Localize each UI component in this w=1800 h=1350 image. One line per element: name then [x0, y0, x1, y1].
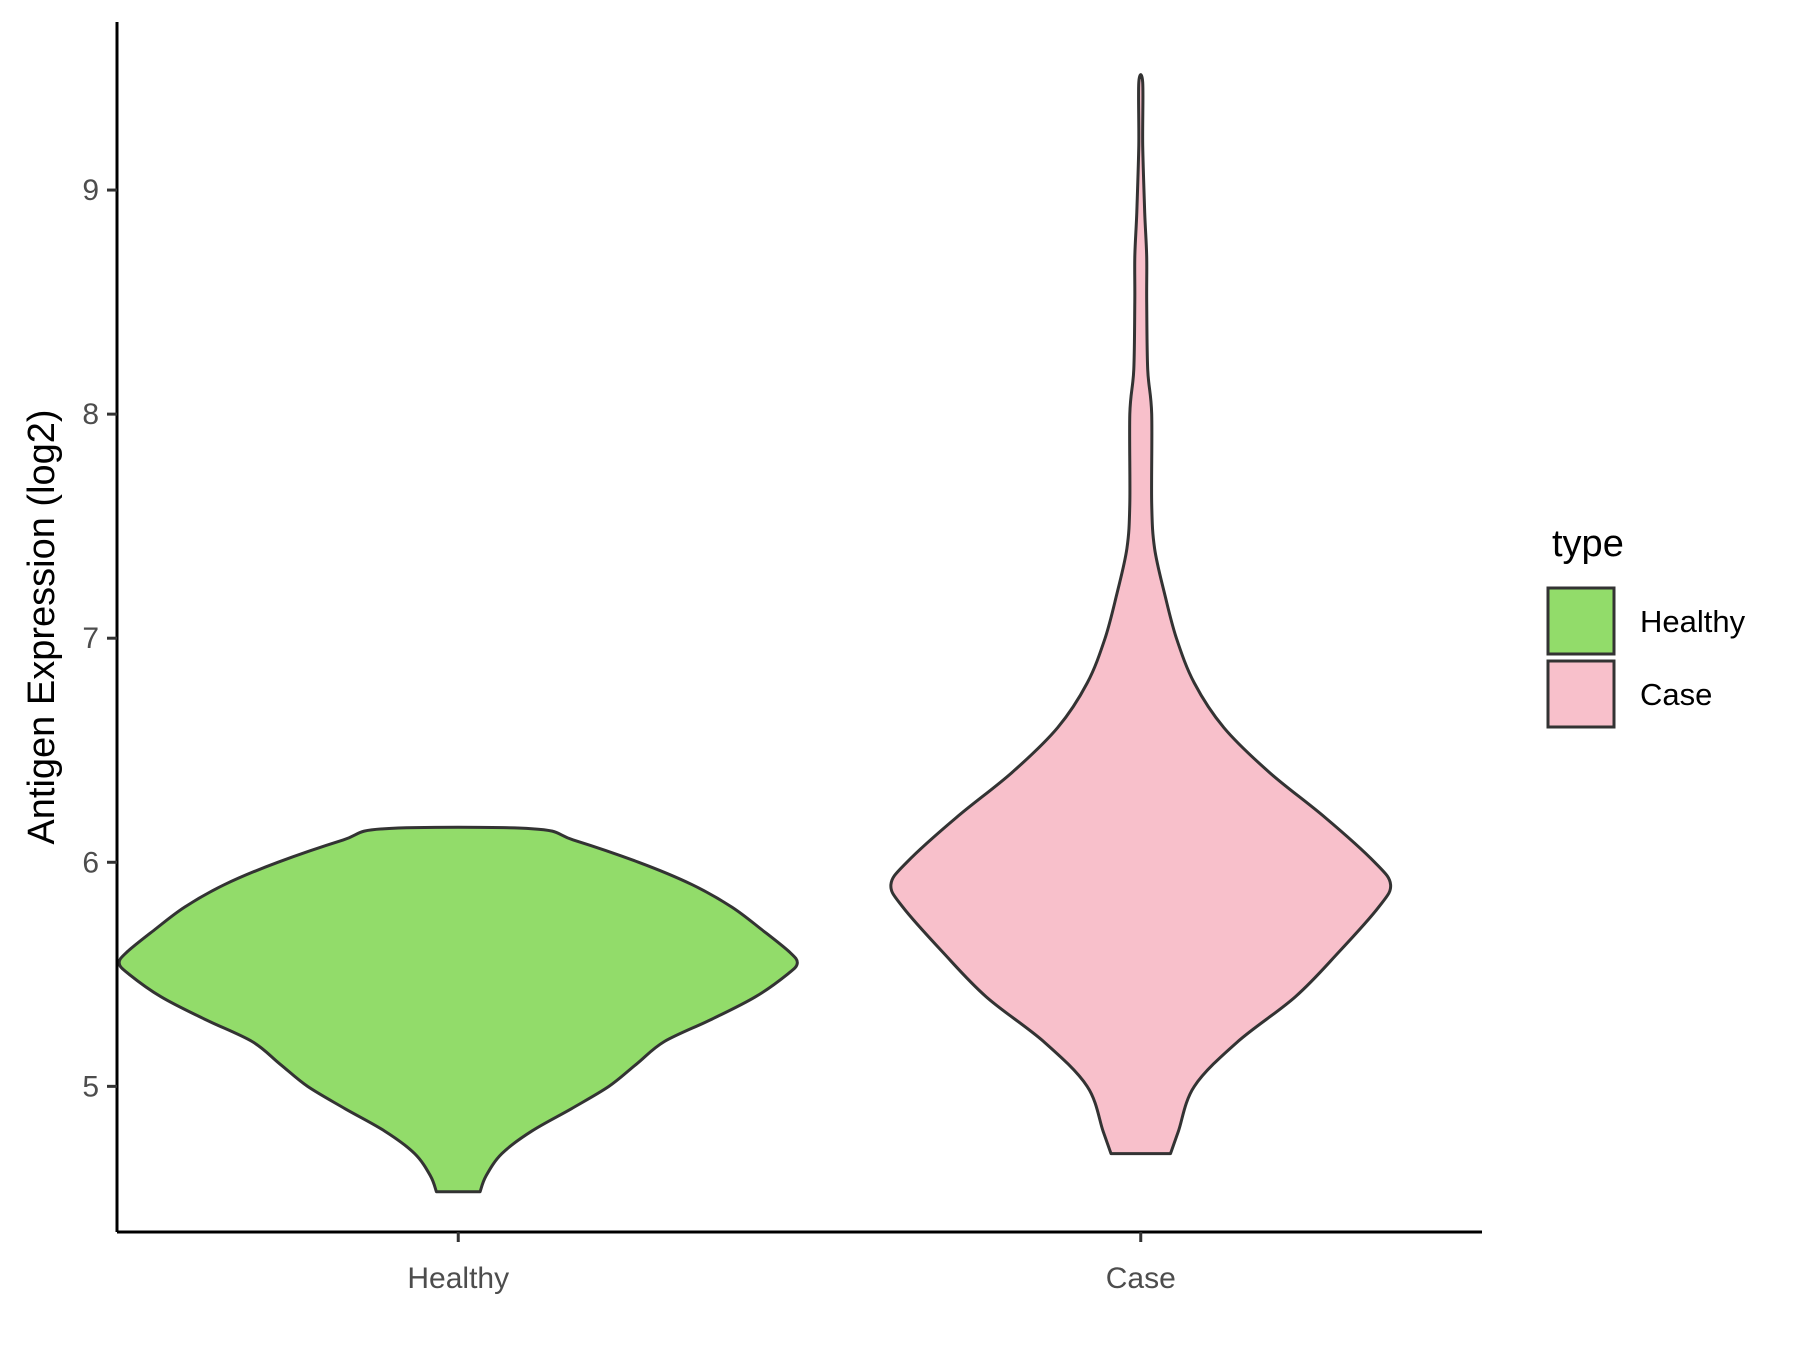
legend-title: type: [1552, 523, 1624, 565]
x-tick-label-healthy: Healthy: [407, 1262, 509, 1295]
y-ticks: 5 6 7 8 9: [82, 174, 117, 1103]
y-tick-label: 7: [82, 622, 99, 655]
x-ticks: Healthy Case: [407, 1232, 1176, 1295]
legend: type Healthy Case: [1546, 523, 1746, 729]
legend-swatch-healthy: [1546, 586, 1616, 656]
y-axis-title: Antigen Expression (log2): [21, 409, 63, 844]
violin-layer: [117, 73, 1393, 1194]
y-tick-label: 5: [82, 1070, 99, 1103]
legend-swatch-case: [1546, 659, 1616, 729]
legend-label-healthy: Healthy: [1640, 604, 1746, 639]
x-tick-label-case: Case: [1106, 1262, 1176, 1295]
violin-healthy: [117, 825, 799, 1194]
y-tick-label: 6: [82, 846, 99, 879]
y-tick-label: 8: [82, 398, 99, 431]
y-tick-label: 9: [82, 174, 99, 207]
violin-case: [889, 73, 1393, 1156]
legend-label-case: Case: [1640, 677, 1712, 712]
